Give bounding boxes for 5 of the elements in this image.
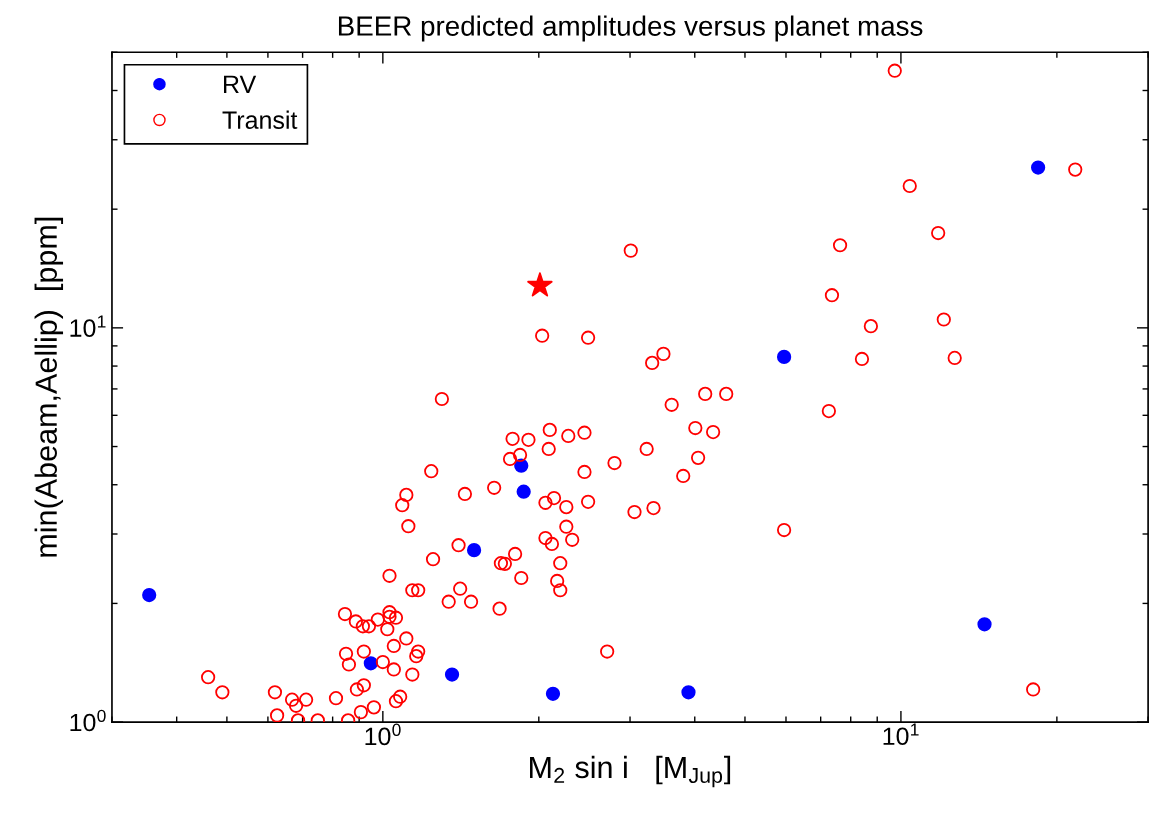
x-axis-title: M$_{2}$ sin i [M$_{Jup}$]: [530, 755, 731, 788]
legend-label: RV: [224, 75, 257, 93]
y-axis-title: min(Abeam,Aellip) [ppm]: [34, 217, 64, 557]
chart-title: BEER predicted amplitudes versus planet mass: [338, 15, 923, 42]
legend-label: Transit: [222, 110, 298, 129]
